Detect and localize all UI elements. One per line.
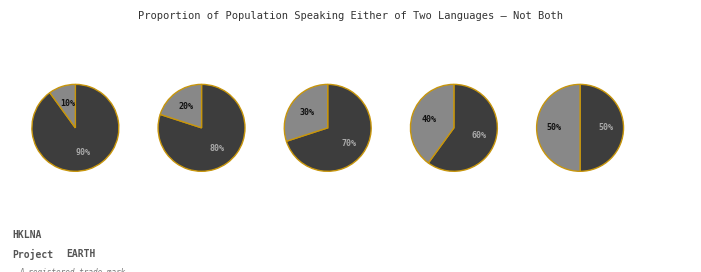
Text: 60%: 60% xyxy=(471,131,486,140)
Wedge shape xyxy=(158,84,245,171)
Text: 80%: 80% xyxy=(210,144,224,153)
Text: 20%: 20% xyxy=(179,102,193,111)
Text: 50%: 50% xyxy=(547,123,562,132)
Wedge shape xyxy=(285,84,328,141)
Wedge shape xyxy=(161,84,202,128)
Text: 50%: 50% xyxy=(599,123,613,132)
Text: 30%: 30% xyxy=(299,108,314,117)
Text: A registered trade mark: A registered trade mark xyxy=(20,268,126,272)
Text: 70%: 70% xyxy=(341,139,356,148)
Text: 40%: 40% xyxy=(421,115,437,124)
Wedge shape xyxy=(50,84,76,128)
Text: EARTH: EARTH xyxy=(67,249,96,259)
Text: HKLNA: HKLNA xyxy=(13,230,42,240)
Text: Project: Project xyxy=(13,249,54,260)
Text: 10%: 10% xyxy=(60,98,75,107)
Wedge shape xyxy=(411,84,454,163)
Wedge shape xyxy=(580,84,624,171)
Text: 90%: 90% xyxy=(76,148,91,157)
Wedge shape xyxy=(537,84,580,171)
Wedge shape xyxy=(287,84,371,171)
Text: Proportion of Population Speaking Either of Two Languages – Not Both: Proportion of Population Speaking Either… xyxy=(138,11,563,21)
Wedge shape xyxy=(428,84,497,171)
Wedge shape xyxy=(32,84,118,171)
